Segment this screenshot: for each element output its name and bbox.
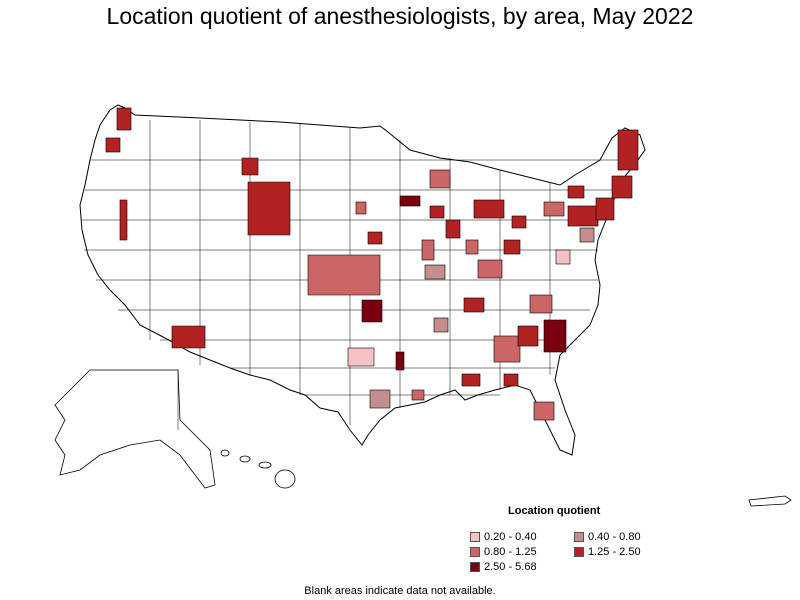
area-kentucky	[477, 259, 503, 279]
area-indianapolis	[465, 239, 479, 255]
area-portland	[105, 137, 121, 153]
legend-swatch-4	[470, 562, 480, 572]
footnote: Blank areas indicate data not available.	[304, 585, 496, 597]
legend-label-1: 0.40 - 0.80	[588, 531, 641, 543]
area-milwaukee	[429, 205, 445, 219]
area-buffalo	[567, 185, 585, 199]
hawaii-maui	[258, 461, 272, 469]
area-minneapolis	[399, 195, 421, 207]
area-virginia	[555, 249, 571, 265]
area-mobile	[461, 373, 481, 387]
area-michigan	[473, 199, 505, 219]
puerto-rico-map	[748, 495, 792, 507]
area-baton-rouge	[411, 389, 425, 401]
area-new-york	[595, 197, 615, 221]
legend-swatch-2	[470, 547, 480, 557]
legend-label-2: 0.80 - 1.25	[484, 546, 537, 558]
legend-item-4: 2.50 - 5.68	[470, 561, 537, 573]
area-detroit	[511, 215, 527, 229]
area-seattle	[116, 107, 132, 131]
area-dc	[579, 227, 595, 243]
legend-label-3: 1.25 - 2.50	[588, 546, 641, 558]
area-dallas	[347, 347, 375, 367]
puerto-rico-outline	[748, 495, 792, 507]
map-title: Location quotient of anesthesiologists, …	[106, 3, 694, 29]
area-memphis	[463, 297, 485, 313]
area-iowa	[367, 231, 383, 245]
area-pennsylvania	[567, 205, 599, 227]
area-carolina	[543, 319, 567, 353]
area-houston	[369, 389, 391, 409]
area-florida	[533, 401, 555, 421]
area-shreveport	[395, 351, 405, 371]
area-arkansas	[433, 317, 449, 333]
area-pittsburgh	[543, 201, 565, 217]
hawaii-kauai	[220, 449, 230, 457]
legend-title: Location quotient	[508, 505, 601, 517]
area-oklahoma-city	[361, 299, 383, 323]
shaded-areas	[105, 107, 639, 421]
legend-item-3: 1.25 - 2.50	[574, 546, 641, 558]
area-alabama	[493, 335, 521, 363]
area-tallahassee	[503, 373, 519, 387]
area-boston	[611, 175, 633, 199]
area-reno	[119, 199, 128, 241]
legend-swatch-0	[470, 532, 480, 542]
legend-item-1: 0.40 - 0.80	[574, 531, 641, 543]
legend-swatch-1	[574, 532, 584, 542]
area-wyoming	[247, 181, 291, 236]
area-st-louis	[424, 264, 446, 280]
legend-label-0: 0.20 - 0.40	[484, 531, 537, 543]
hawaii-big-island	[274, 469, 296, 489]
area-charlotte	[529, 294, 553, 314]
alaska-map	[54, 369, 216, 489]
area-ohio	[503, 239, 521, 255]
area-springfield-il	[421, 239, 435, 261]
legend-item-0: 0.20 - 0.40	[470, 531, 537, 543]
area-chicago	[445, 219, 461, 239]
hawaii-map	[220, 449, 296, 489]
area-montana	[241, 157, 259, 176]
alaska-outline	[54, 369, 216, 489]
area-phoenix	[171, 325, 206, 349]
hawaii-oahu	[239, 455, 251, 463]
area-wisconsin	[429, 169, 451, 189]
legend-label-4: 2.50 - 5.68	[484, 561, 537, 573]
legend-item-2: 0.80 - 1.25	[470, 546, 537, 558]
area-omaha	[355, 201, 367, 215]
area-kansas	[307, 254, 381, 296]
us-map	[0, 90, 800, 520]
area-georgia	[517, 325, 539, 347]
legend-swatch-3	[574, 547, 584, 557]
area-maine	[617, 129, 639, 171]
us-map-svg	[79, 104, 646, 456]
